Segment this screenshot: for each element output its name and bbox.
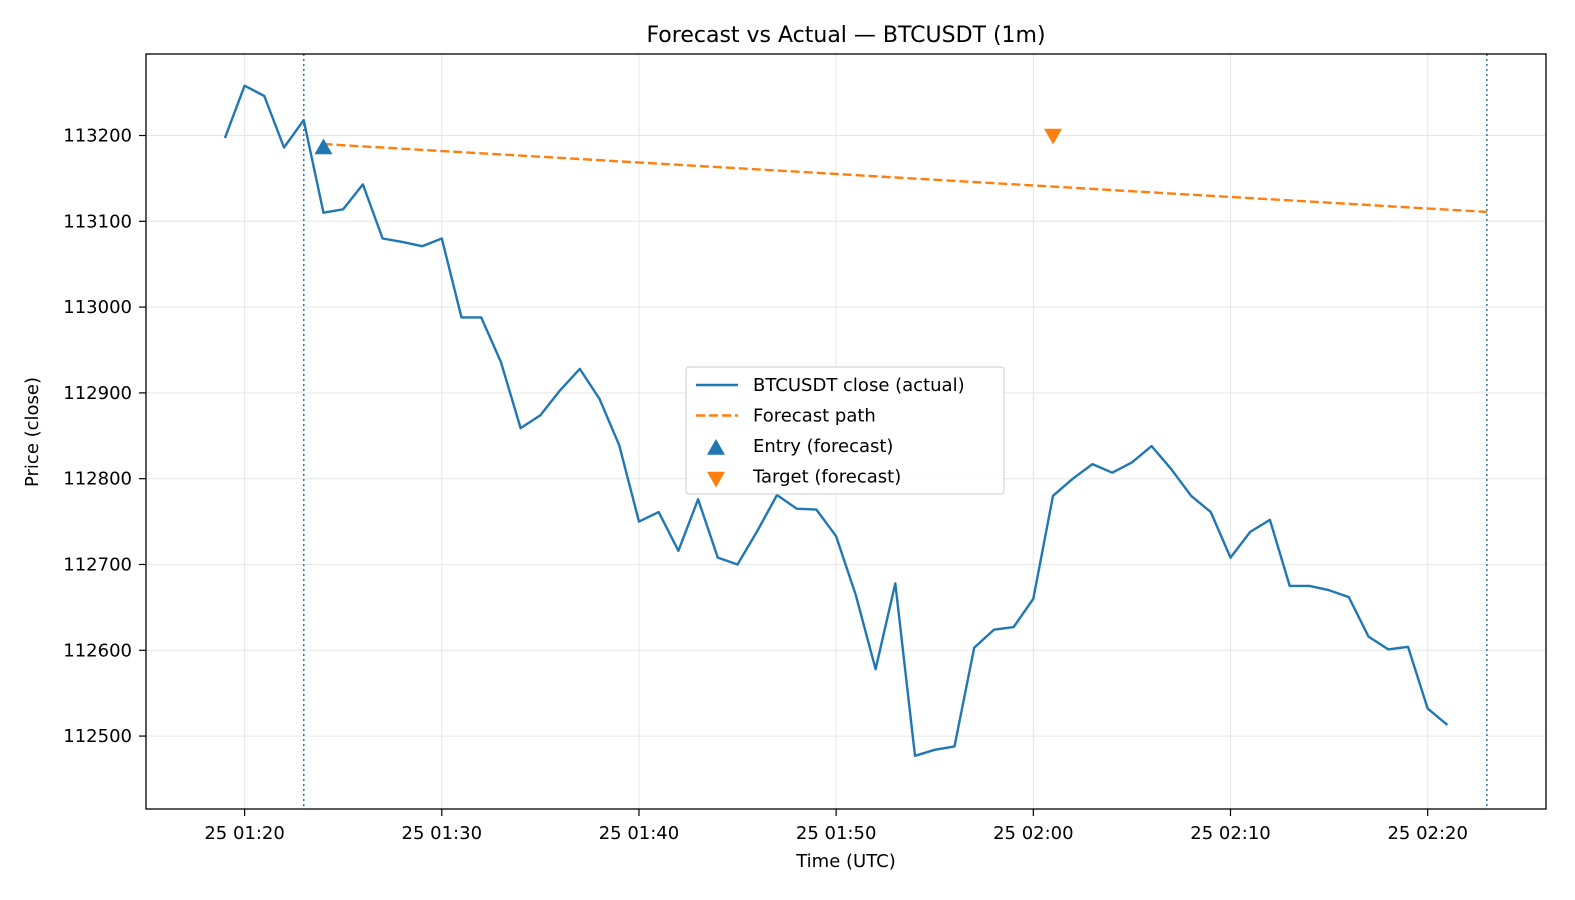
- chart-title: Forecast vs Actual — BTCUSDT (1m): [646, 23, 1045, 48]
- y-tick-label: 112500: [63, 726, 132, 747]
- x-tick-label: 25 01:50: [796, 823, 877, 844]
- legend-swatch: [707, 471, 725, 488]
- y-tick-label: 113000: [63, 297, 132, 318]
- legend-swatch: [707, 439, 725, 455]
- entry-marker: [314, 138, 333, 155]
- legend-label: BTCUSDT close (actual): [753, 375, 965, 396]
- x-tick-label: 25 02:10: [1190, 823, 1271, 844]
- y-tick-label: 112900: [63, 383, 132, 404]
- y-tick-label: 112600: [63, 640, 132, 661]
- x-axis-label: Time (UTC): [795, 851, 896, 872]
- target-marker: [1044, 128, 1063, 145]
- y-tick-label: 113200: [63, 126, 132, 147]
- legend: BTCUSDT close (actual) Forecast path Entry…: [685, 366, 1005, 495]
- y-axis-label: Price (close): [22, 377, 43, 487]
- legend-label: Entry (forecast): [753, 436, 893, 457]
- plot-frame: [145, 53, 1547, 810]
- legend-label: Target (forecast): [752, 467, 901, 488]
- legend-label: Forecast path: [753, 406, 876, 427]
- x-tick-label: 25 01:40: [599, 823, 680, 844]
- x-tick-label: 25 02:00: [993, 823, 1074, 844]
- legend-box: [685, 366, 1005, 495]
- vertical-markers: [302, 54, 1488, 809]
- y-tick-label: 113100: [63, 211, 132, 232]
- x-tick-label: 25 01:20: [204, 823, 285, 844]
- y-tick-label: 112700: [63, 554, 132, 575]
- y-axis: 112500 112600 112700 112800 112900 113000 1131…: [63, 126, 146, 747]
- y-tick-label: 112800: [63, 469, 132, 490]
- x-tick-label: 25 01:30: [402, 823, 483, 844]
- x-axis: 25 01:20 25 01:30 25 01:40 25 01:50 25 02:00…: [204, 809, 1468, 844]
- actual-close-line: [223, 84, 1449, 757]
- series-area: [223, 84, 1487, 757]
- x-tick-label: 25 02:20: [1387, 823, 1468, 844]
